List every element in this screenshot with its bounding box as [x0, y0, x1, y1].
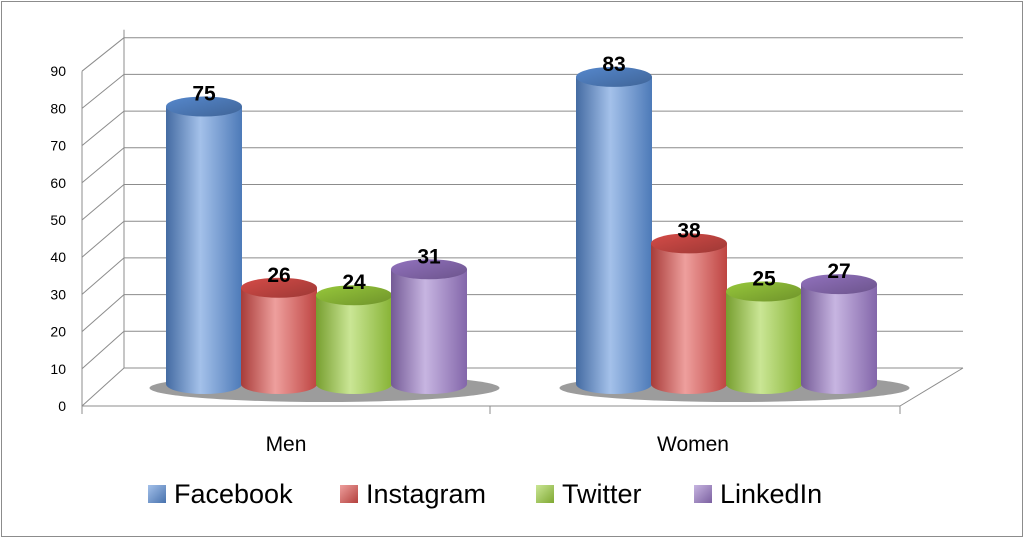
bar-body: [801, 284, 877, 394]
data-label-facebook-men: 75: [192, 83, 216, 106]
bar-top: [391, 259, 467, 280]
legend-item-linkedin: LinkedIn: [694, 479, 822, 509]
y-tick-label: 90: [50, 63, 66, 79]
x-tick-label-men: Men: [266, 433, 307, 456]
data-label-twitter-men: 24: [342, 271, 366, 294]
legend-label: Twitter: [562, 479, 642, 509]
bar-top: [166, 96, 242, 117]
bar-body: [316, 295, 392, 394]
legend-item-twitter: Twitter: [536, 479, 642, 509]
bar-top: [576, 66, 652, 87]
bar-top: [726, 281, 802, 302]
bar-body: [241, 287, 317, 394]
bar-instagram-men: [241, 277, 317, 394]
bar-instagram-women: [651, 233, 727, 394]
gridline-diagonal: [81, 184, 125, 221]
bars: [166, 66, 877, 394]
bar-twitter-women: [726, 281, 802, 394]
data-label-linkedin-women: 27: [827, 260, 850, 283]
bar-body: [726, 291, 802, 394]
gridline-diagonal: [81, 74, 125, 109]
y-tick-label: 20: [50, 324, 66, 340]
x-tick-labels: Men Women: [266, 433, 729, 456]
bar-body: [391, 269, 467, 394]
bar-top: [316, 285, 392, 306]
legend-swatch: [148, 485, 166, 503]
bar-linkedin-women: [801, 274, 877, 394]
bar-body: [651, 243, 727, 394]
legend-label: Instagram: [366, 479, 486, 509]
bar-linkedin-men: [391, 259, 467, 394]
bar-facebook-women: [576, 66, 652, 394]
y-tick-label: 60: [50, 175, 66, 191]
legend-item-facebook: Facebook: [148, 479, 293, 509]
data-label-facebook-women: 83: [602, 53, 625, 76]
gridline-diagonal: [81, 257, 125, 295]
bar-facebook-men: [166, 96, 242, 394]
legend-item-instagram: Instagram: [340, 479, 486, 509]
data-label-instagram-men: 26: [267, 264, 290, 287]
gridline-diagonal: [81, 330, 125, 370]
x-tick-label-women: Women: [657, 433, 729, 456]
data-label-linkedin-men: 31: [417, 245, 441, 268]
gridline-diagonal: [81, 37, 125, 72]
chart-walls: [81, 29, 964, 414]
y-tick-labels: 0 10 20 30 40 50 60 70 80 90: [50, 63, 66, 414]
y-tick-label: 30: [50, 286, 66, 302]
bar-body: [166, 106, 242, 394]
y-tick-label: 10: [50, 361, 66, 377]
y-tick-label: 40: [50, 249, 66, 265]
bar-top: [801, 274, 877, 295]
data-label-instagram-women: 38: [677, 219, 701, 242]
gridline-diagonal: [81, 294, 125, 332]
gridline-diagonal: [81, 220, 125, 258]
y-tick-label: 70: [50, 138, 66, 154]
data-label-twitter-women: 25: [752, 268, 776, 291]
legend-swatch: [694, 485, 712, 503]
y-tick-label: 80: [50, 100, 66, 116]
legend-swatch: [536, 485, 554, 503]
y-tick-label: 50: [50, 212, 66, 228]
bar-top: [651, 233, 727, 254]
floor-right-edge: [899, 367, 964, 407]
bar-twitter-men: [316, 285, 392, 394]
legend-label: Facebook: [174, 479, 293, 509]
legend: Facebook Instagram Twitter LinkedIn: [148, 479, 822, 509]
gridline-diagonal: [81, 367, 125, 407]
data-labels: 75 26 24 31 83 38 25 27: [192, 53, 850, 294]
legend-label: LinkedIn: [720, 479, 822, 509]
y-tick-label: 0: [58, 398, 66, 414]
bar-body: [576, 76, 652, 394]
legend-swatch: [340, 485, 358, 503]
bar-top: [241, 277, 317, 298]
gridline-diagonal: [81, 147, 125, 184]
gridline-diagonal: [81, 110, 125, 146]
